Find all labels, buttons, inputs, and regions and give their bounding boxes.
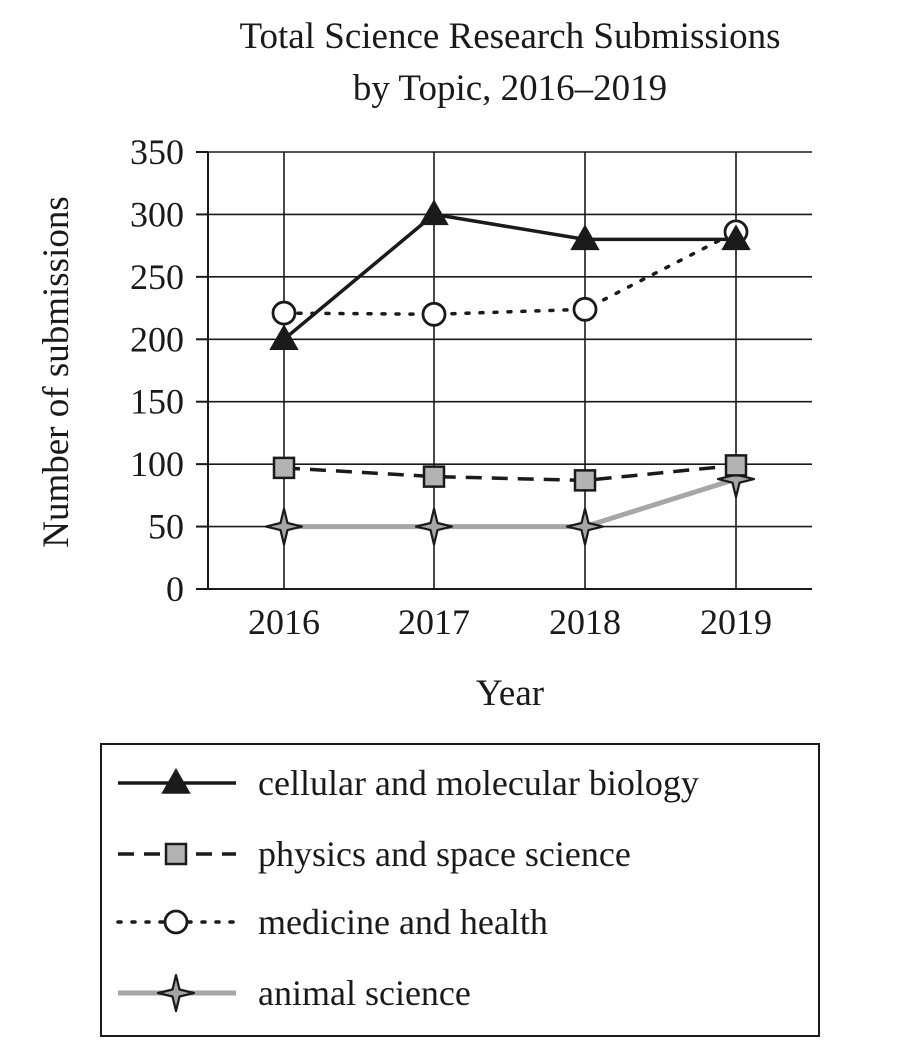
triangle-marker: [269, 324, 299, 351]
series-markers-medicine-and-health: [271, 219, 749, 327]
y-tick-label: 100: [130, 444, 184, 484]
series-line-medicine-and-health: [282, 230, 738, 317]
x-tick-labels: 2016 2017 2018 2019: [248, 602, 772, 642]
chart-title: Total Science Research Submissions: [240, 16, 781, 57]
legend-entry: physics and space science: [118, 834, 631, 874]
y-tick-label: 200: [130, 319, 184, 359]
triangle-marker: [570, 224, 600, 251]
y-axis-label: Number of submissions: [36, 196, 77, 548]
series: [264, 199, 756, 546]
grid: [208, 151, 812, 590]
legend-entry: cellular and molecular biology: [118, 763, 699, 803]
circle-marker: [572, 296, 598, 322]
series-markers-animal-science: [264, 460, 756, 546]
triangle-marker: [721, 224, 751, 251]
legend-label: medicine and health: [258, 902, 548, 942]
y-tick-label: 350: [130, 132, 184, 172]
star-marker: [565, 507, 605, 546]
star-marker: [716, 460, 756, 499]
series-line-cellular-and-molecular-biology: [282, 212, 736, 341]
x-tick-label: 2016: [248, 602, 320, 642]
series-line-animal-science: [284, 476, 737, 530]
legend-label: cellular and molecular biology: [258, 763, 699, 803]
star-marker: [414, 507, 454, 546]
legend: cellular and molecular biology physics an…: [100, 743, 820, 1037]
square-marker: [164, 842, 188, 866]
y-tick-label: 300: [130, 194, 184, 234]
axes: [196, 151, 812, 590]
x-tick-label: 2017: [398, 602, 470, 642]
legend-entry: medicine and health: [116, 902, 548, 942]
triangle-marker: [419, 199, 449, 226]
legend-label: animal science: [258, 973, 471, 1013]
series-line-physics-and-space-science: [283, 463, 737, 483]
series-markers-cellular-and-molecular-biology: [269, 199, 751, 351]
circle-marker: [163, 909, 189, 935]
square-marker: [422, 465, 446, 488]
circle-marker: [421, 301, 447, 327]
y-tick-label: 50: [148, 507, 184, 547]
star-marker: [156, 973, 196, 1013]
x-tick-label: 2018: [549, 602, 621, 642]
y-tick-labels: 0 50 100 150 200 250 300 350: [130, 132, 184, 609]
legend-box: [100, 743, 820, 1037]
series-markers-physics-and-space-science: [272, 454, 748, 492]
square-marker: [573, 469, 597, 492]
y-tick-label: 0: [166, 569, 184, 609]
triangle-marker: [161, 767, 191, 794]
y-tick-label: 150: [130, 382, 184, 422]
y-tick-label: 250: [130, 257, 184, 297]
x-axis-label: Year: [476, 673, 544, 714]
legend-entry: animal science: [118, 973, 471, 1013]
square-marker: [724, 454, 748, 477]
square-marker: [272, 456, 296, 480]
x-tick-label: 2019: [700, 602, 772, 642]
legend-label: physics and space science: [258, 834, 631, 874]
star-marker: [264, 507, 304, 546]
chart-subtitle: by Topic, 2016–2019: [353, 68, 667, 109]
circle-marker: [271, 300, 297, 326]
